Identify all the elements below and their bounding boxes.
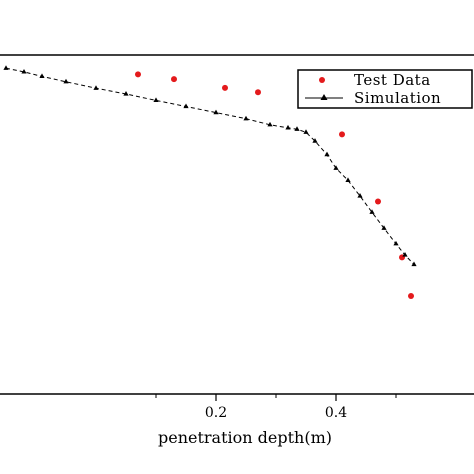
point-simulation-3 [63, 78, 69, 84]
point-simulation-14 [312, 138, 318, 143]
point-simulation-23 [411, 261, 417, 267]
point-test-data-8 [408, 293, 414, 300]
legend-marker-test-data [319, 77, 325, 83]
legend-label-test-data: Test Data [354, 71, 431, 89]
point-simulation-10 [267, 121, 273, 127]
point-simulation-6 [153, 97, 159, 103]
x-axis-ticks: 0.2 0.4 [155, 394, 397, 421]
point-simulation-9 [243, 115, 249, 121]
x-tick-label-0: 0.2 [205, 405, 227, 421]
point-simulation-18 [357, 193, 363, 198]
point-simulation-7 [183, 103, 189, 109]
point-test-data-5 [339, 131, 345, 138]
point-simulation-4 [93, 85, 99, 90]
point-simulation-11 [285, 124, 291, 130]
point-simulation-2 [39, 73, 45, 78]
legend-label-simulation: Simulation [354, 89, 441, 107]
point-simulation-5 [123, 90, 129, 96]
point-test-data-6 [375, 198, 381, 205]
point-simulation-1 [21, 68, 27, 74]
point-simulation-22 [402, 252, 408, 257]
point-test-data-1 [171, 76, 177, 83]
point-simulation-15 [324, 151, 330, 157]
x-axis-title: penetration depth(m) [158, 428, 332, 447]
point-simulation-21 [393, 240, 399, 246]
point-test-data-3 [255, 89, 261, 96]
point-simulation-12 [294, 126, 300, 131]
series-line-simulation [5, 67, 415, 265]
legend-marker-simulation [320, 94, 328, 100]
point-simulation-0 [3, 65, 9, 70]
legend: Test Data Simulation [297, 69, 473, 109]
plot-frame [0, 54, 474, 395]
point-simulation-20 [381, 225, 387, 230]
point-simulation-17 [345, 177, 351, 183]
x-tick-label-1: 0.4 [325, 405, 347, 421]
point-test-data-0 [135, 71, 141, 78]
legend-box [297, 69, 473, 109]
point-simulation-8 [213, 109, 219, 115]
point-simulation-16 [333, 165, 339, 170]
point-simulation-13 [303, 129, 309, 134]
point-simulation-19 [369, 209, 375, 214]
point-test-data-2 [222, 84, 228, 91]
